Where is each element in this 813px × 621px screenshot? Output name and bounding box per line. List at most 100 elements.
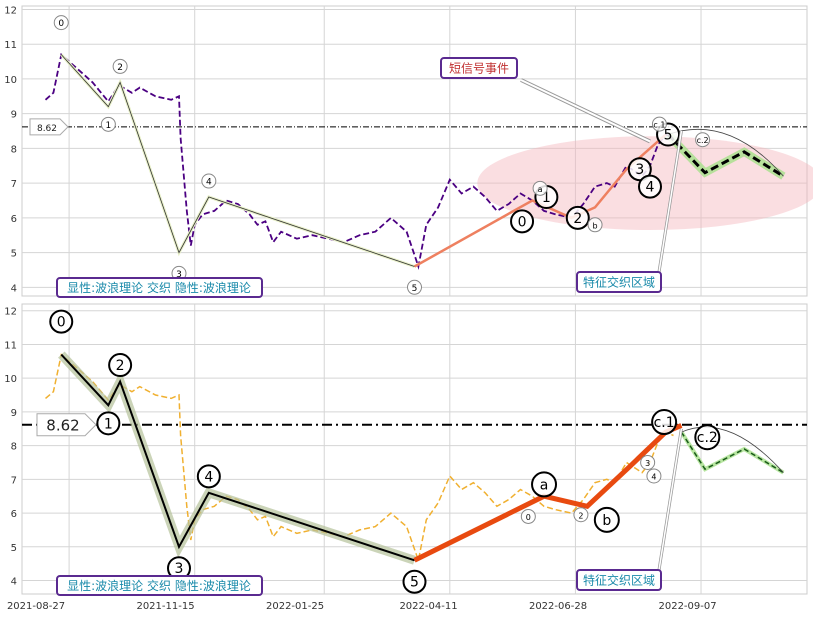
zone-box	[576, 271, 662, 293]
subwave-label-circle	[651, 116, 667, 132]
wave-label-0: 0	[58, 19, 64, 29]
y-tick-label: 7	[11, 179, 17, 190]
forecast-arc	[667, 128, 784, 177]
y-tick-label: 10	[4, 75, 17, 86]
zone-arrow	[658, 428, 683, 571]
zone-arrow	[658, 130, 683, 273]
x-tick-label: 2021-11-15	[136, 601, 194, 612]
y-tick-label: 8	[11, 144, 17, 155]
wave-label-0: 0	[57, 315, 66, 331]
subwave-label-circle	[587, 217, 603, 233]
y-tick-label: 12	[4, 5, 17, 16]
legend-box	[56, 575, 263, 596]
subwave-label-circle	[510, 209, 535, 234]
y-tick-label: 5	[11, 249, 17, 260]
subwave-label-circle	[520, 508, 536, 524]
wave-label-circle	[53, 15, 69, 31]
y-tick-label: 6	[11, 214, 17, 225]
x-tick-label: 2022-04-11	[399, 601, 457, 612]
subwave-label-b: b	[602, 513, 611, 529]
subwave-label-1: 1	[542, 190, 551, 206]
wave-label-circle	[201, 173, 217, 189]
subwave-label-circle	[573, 507, 589, 523]
y-tick-label: 10	[4, 374, 17, 385]
y-tick-label: 4	[11, 577, 17, 588]
subwave-label-c.1: c.1	[654, 415, 675, 431]
forecast-arc	[681, 426, 784, 473]
wave-label-1: 1	[104, 416, 113, 432]
subwave-label-circle	[531, 471, 558, 498]
level-label: 8.62	[37, 124, 57, 134]
subwave-label-2: 2	[573, 211, 582, 227]
y-tick-label: 11	[4, 340, 17, 351]
wave-label-5: 5	[412, 284, 418, 294]
subwave-label-c.1: c.1	[653, 121, 665, 130]
wave-label-1: 1	[105, 121, 111, 131]
legend-box	[56, 277, 263, 298]
subwave-label-circle	[640, 454, 656, 470]
wave-line	[61, 54, 415, 267]
x-tick-label: 2022-06-28	[529, 601, 587, 612]
y-tick-label: 5	[11, 543, 17, 554]
wave-line-bg	[60, 353, 415, 562]
wave-label-2: 2	[116, 358, 125, 374]
subwave-label-circle	[646, 468, 662, 484]
subwave-label-3: 3	[645, 459, 650, 468]
y-tick-label: 9	[11, 408, 17, 419]
y-tick-label: 12	[4, 307, 17, 318]
wave-label-5: 5	[410, 575, 419, 591]
wave-label-4: 4	[204, 469, 213, 485]
level-label-box	[29, 118, 69, 136]
wave-label-circle	[112, 58, 128, 74]
legend-label: 显性:波浪理论 交织 隐性:波浪理论	[67, 578, 251, 593]
subwave-label-circle	[638, 174, 662, 199]
wave-label-circle	[196, 464, 221, 489]
forecast-series	[680, 431, 784, 474]
event-box	[440, 57, 518, 79]
subwave-label-c.2: c.2	[697, 430, 718, 446]
x-tick-label: 2022-01-25	[266, 601, 324, 612]
wave-label-circle	[49, 309, 74, 334]
subwave-label-b: b	[593, 221, 598, 230]
wave-label-circle	[407, 279, 422, 295]
subwave-label-0: 0	[518, 214, 527, 230]
subwave-label-circle	[627, 157, 652, 182]
plot-frame	[21, 303, 808, 595]
subwave-label-circle	[694, 424, 721, 451]
y-tick-label: 6	[11, 509, 17, 520]
wave-label-circle	[402, 569, 427, 594]
event-box-label: 短信号事件	[449, 62, 509, 76]
y-tick-label: 7	[11, 475, 17, 486]
y-tick-label: 8	[11, 442, 17, 453]
subwave-label-3: 3	[635, 162, 644, 178]
price-series	[45, 353, 674, 564]
wave-label-circle	[100, 116, 116, 132]
subwave-label-4: 4	[651, 472, 656, 481]
level-label: 8.62	[46, 417, 79, 435]
wave-label-3: 3	[176, 270, 182, 280]
y-tick-label: 4	[11, 283, 17, 294]
subwave-label-0: 0	[526, 513, 531, 522]
subwave-label-4: 4	[646, 180, 655, 196]
subwave-label-5: 5	[664, 128, 673, 144]
subwave-label-circle	[593, 506, 620, 533]
plot-frame	[21, 5, 808, 297]
subwave-label-c.2: c.2	[697, 136, 709, 145]
subwave-label-circle	[532, 180, 548, 196]
zone-box	[576, 569, 662, 591]
wave-label-circle	[96, 411, 121, 436]
subwave-label-2: 2	[578, 511, 583, 520]
subwave-label-a: a	[540, 477, 549, 493]
legend-label: 显性:波浪理论 交织 隐性:波浪理论	[67, 280, 251, 295]
level-label-box	[36, 413, 97, 437]
event-arrow	[520, 79, 651, 143]
wave-label-circle	[108, 353, 133, 378]
x-tick-label: 2022-09-07	[658, 601, 716, 612]
y-tick-label: 9	[11, 110, 17, 121]
x-tick-label: 2021-08-27	[7, 601, 65, 612]
wave-label-3: 3	[175, 561, 184, 577]
zone-box-label: 特征交织区域	[583, 275, 655, 290]
subwave-label-circle	[695, 132, 711, 148]
